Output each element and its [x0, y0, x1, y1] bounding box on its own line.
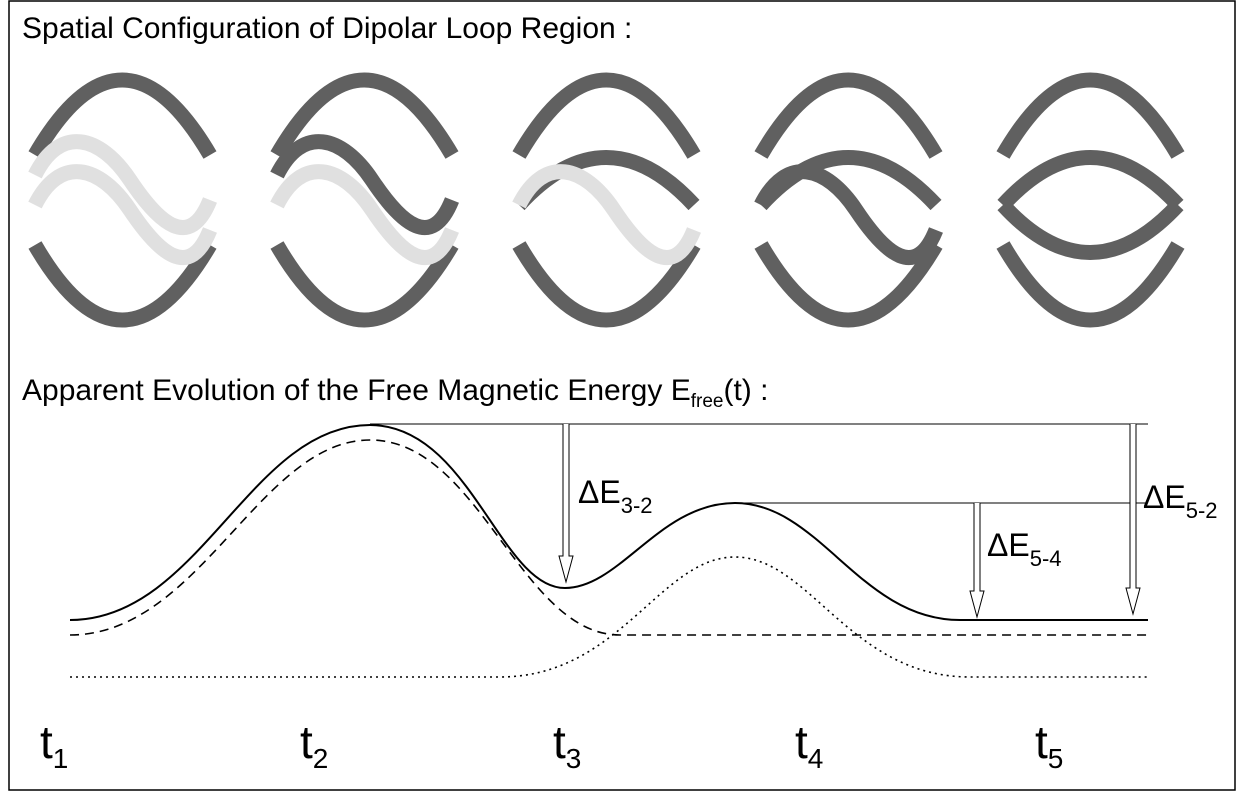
delta-labels: ΔE3-2 ΔE5-4 ΔE5-2 [578, 474, 1218, 571]
label-part: 5-2 [1186, 498, 1218, 523]
text: t4 [795, 716, 823, 774]
label-part: t [795, 716, 808, 768]
top-title: Spatial Configuration of Dipolar Loop Re… [22, 12, 632, 45]
label-part: 3 [566, 743, 582, 774]
text: t3 [553, 716, 581, 774]
reference-lines [370, 423, 1148, 504]
label-part: 5 [1048, 743, 1064, 774]
path [1125, 424, 1141, 616]
text: ΔE5-4 [987, 527, 1062, 571]
label-part: ΔE [987, 527, 1030, 563]
path [558, 424, 574, 584]
energy-title: Apparent Evolution of the Free Magnetic … [22, 374, 768, 412]
label-part: free [691, 391, 724, 412]
label-part: ΔE [578, 474, 621, 510]
label-part: 1 [53, 743, 69, 774]
label-part: t [40, 716, 53, 768]
text: t5 [1035, 716, 1063, 774]
second-component [70, 556, 1148, 678]
label-part: 4 [808, 743, 824, 774]
label-part: 5-4 [1030, 546, 1062, 571]
label-part: 2 [313, 743, 329, 774]
label-part: t [553, 716, 566, 768]
first-component [69, 439, 1148, 636]
total-energy [69, 423, 1148, 621]
time-labels: t1 t2 t3 t4 t5 [40, 716, 1063, 774]
text: t1 [40, 716, 68, 774]
label-part: Spatial Configuration of Dipolar Loop Re… [22, 12, 632, 45]
label-part: Apparent Evolution of the Free Magnetic … [22, 374, 691, 407]
label-part: (t) : [723, 374, 768, 407]
text: ΔE5-2 [1143, 479, 1218, 523]
text: t2 [300, 716, 328, 774]
label-part: t [300, 716, 313, 768]
label-part: t [1035, 716, 1048, 768]
label-part: 3-2 [621, 493, 653, 518]
text: ΔE3-2 [578, 474, 653, 518]
label-part: ΔE [1143, 479, 1186, 515]
arrows [558, 424, 1141, 619]
energy-curves [69, 423, 1148, 678]
path [969, 503, 985, 619]
frame [8, 0, 1236, 791]
